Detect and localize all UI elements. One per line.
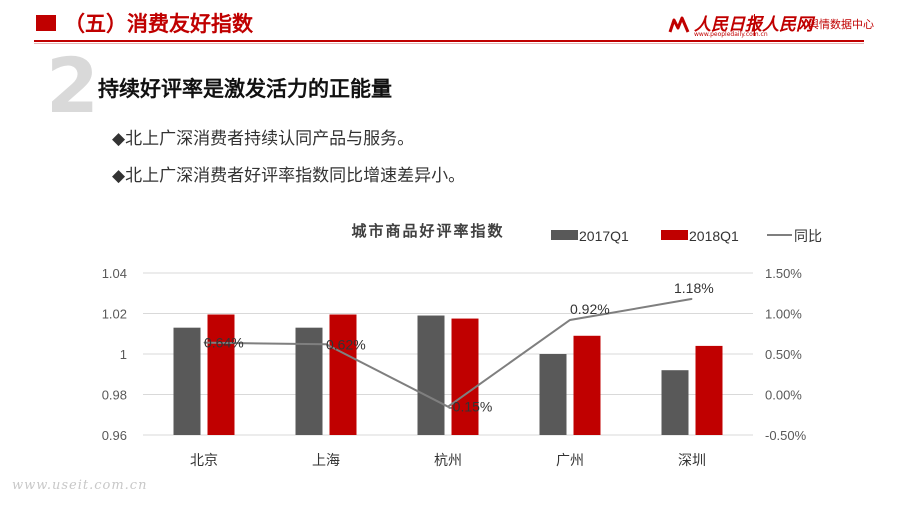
x-tick-label: 北京 [190, 453, 218, 469]
x-tick-label: 上海 [312, 453, 340, 469]
bar-2017Q1 [173, 327, 201, 435]
header-accent-square [36, 15, 56, 31]
logo-people-net-subtitle: 舆情数据中心 [808, 18, 874, 31]
y-tick-label: 1.04 [102, 266, 127, 281]
watermark: www.useit.com.cn [12, 478, 148, 493]
header-divider [34, 40, 864, 42]
section-heading: 持续好评率是激发活力的正能量 [98, 77, 392, 101]
y2-tick-label: 1.50% [765, 266, 802, 281]
legend-swatch [661, 230, 688, 240]
chart-title: 城市商品好评率指数 [351, 222, 504, 240]
legend-label: 同比 [794, 228, 822, 244]
x-tick-label: 深圳 [678, 453, 706, 469]
y2-tick-label: 0.50% [765, 347, 802, 362]
bar-2018Q1 [695, 345, 723, 435]
legend-label: 2017Q1 [579, 228, 629, 244]
line-point [203, 342, 205, 344]
logo-people-daily: 人民日报 [694, 15, 762, 35]
y2-tick-label: -0.50% [765, 428, 807, 443]
y-tick-label: 0.96 [102, 428, 127, 443]
header-divider-thin [34, 43, 864, 44]
bar-2017Q1 [417, 315, 445, 435]
data-label: 1.18% [674, 280, 714, 296]
y-tick-label: 0.98 [102, 388, 127, 403]
page-title: （五）消费友好指数 [64, 12, 253, 36]
y-tick-label: 1 [120, 347, 127, 362]
bar-2017Q1 [295, 327, 323, 435]
people-daily-logo-icon [668, 16, 690, 33]
data-label: 0.64% [204, 335, 244, 351]
data-label: 0.62% [326, 336, 366, 352]
y2-tick-label: 1.00% [765, 307, 802, 322]
line-point [325, 343, 327, 345]
bullet-point: ◆北上广深消费者好评率指数同比增速差异小。 [112, 166, 466, 186]
line-point [447, 406, 449, 408]
x-tick-label: 广州 [556, 453, 584, 469]
line-point [569, 319, 571, 321]
data-label: 0.92% [570, 301, 610, 317]
logo-separator [754, 14, 755, 36]
line-point [691, 298, 693, 300]
data-label: -0.15% [448, 399, 492, 415]
logo-url: www.peopledaily.com.cn [694, 31, 768, 38]
bar-2017Q1 [661, 370, 689, 435]
legend-label: 2018Q1 [689, 228, 739, 244]
legend-swatch [551, 230, 578, 240]
bullet-point: ◆北上广深消费者持续认同产品与服务。 [112, 129, 415, 149]
bar-2018Q1 [573, 335, 601, 435]
x-tick-label: 杭州 [434, 453, 462, 469]
y2-tick-label: 0.00% [765, 388, 802, 403]
y-tick-label: 1.02 [102, 307, 127, 322]
bar-2018Q1 [329, 314, 357, 435]
series-line-yoy [203, 297, 693, 408]
section-number: 2 [46, 41, 99, 130]
bar-2017Q1 [539, 354, 567, 435]
bar-2018Q1 [207, 314, 235, 435]
logo-people-net: 人民网 [762, 15, 813, 35]
bar-2018Q1 [451, 318, 479, 435]
